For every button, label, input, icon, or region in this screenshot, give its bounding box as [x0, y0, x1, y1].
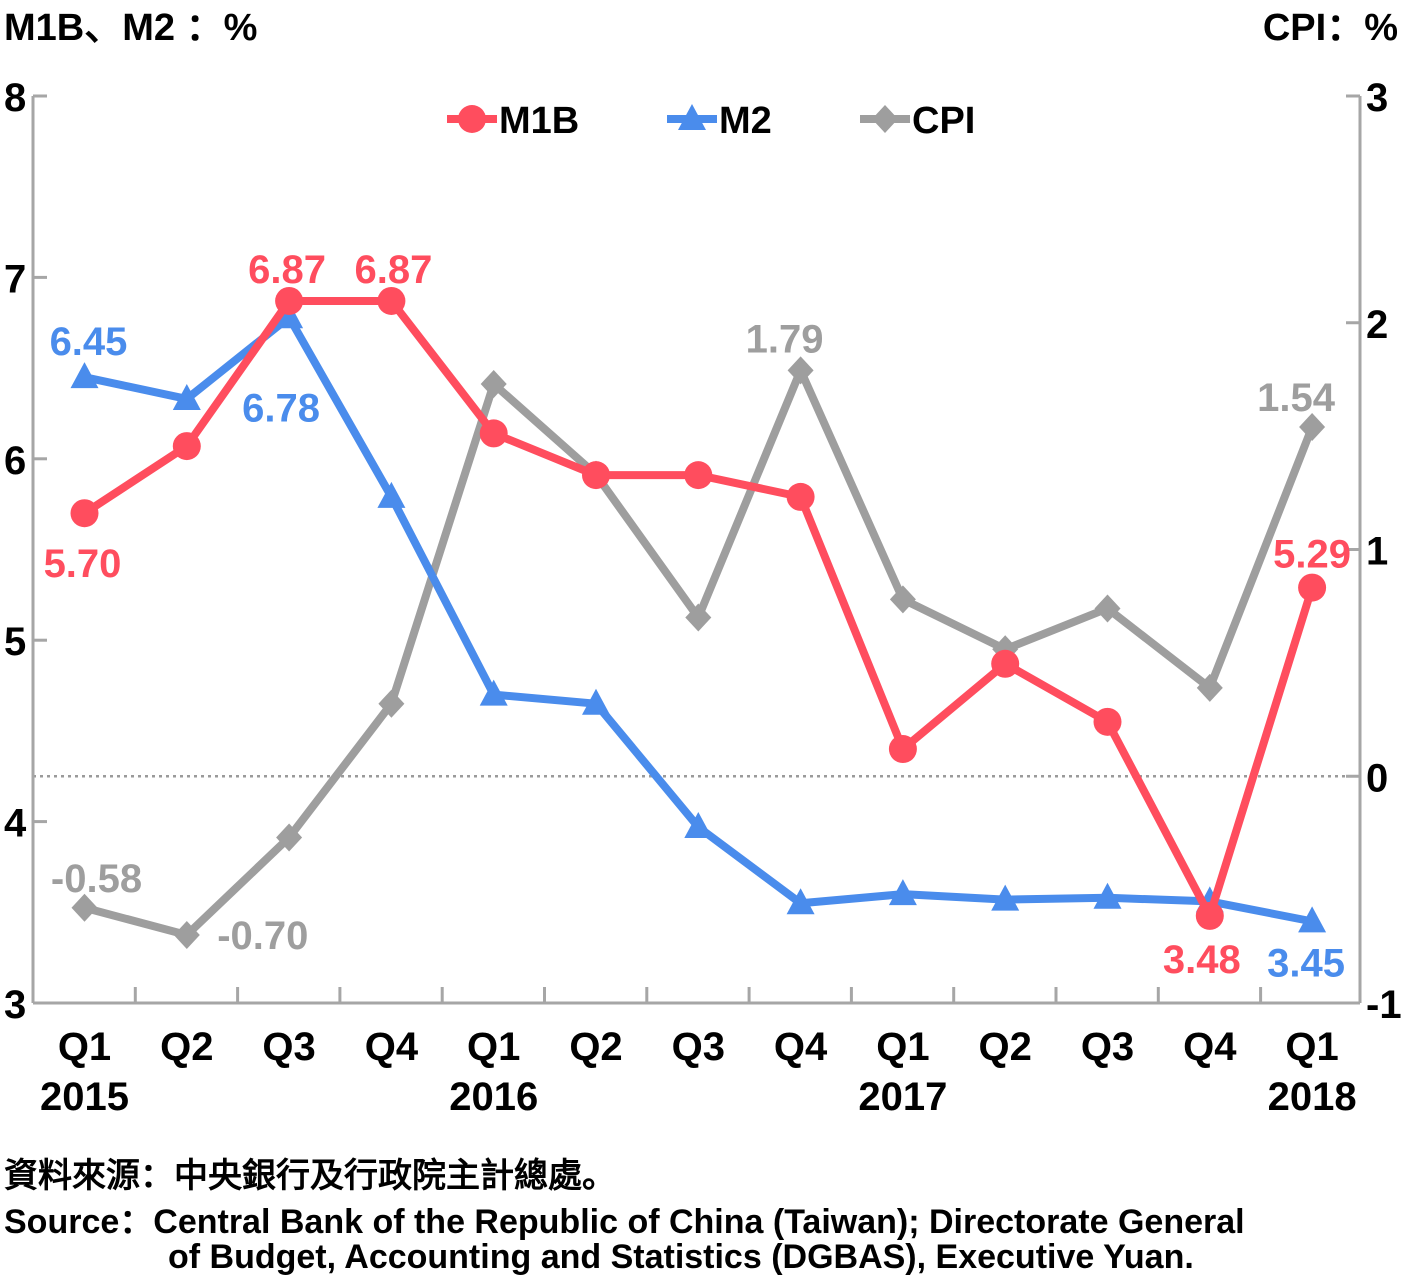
x-tick-label: Q3: [672, 1025, 725, 1069]
legend-label-m1b: M1B: [499, 100, 579, 142]
data-point-m1b: [70, 499, 99, 528]
data-point-cpi: [378, 689, 405, 718]
x-tick-label: Q2: [979, 1025, 1032, 1069]
legend-marker-cpi: [872, 105, 898, 133]
data-point-m2: [684, 812, 713, 839]
x-tick-label: Q2: [569, 1025, 622, 1069]
x-tick-label: Q4: [774, 1025, 828, 1069]
x-tick-label: Q3: [262, 1025, 315, 1069]
right-tick-label: 1: [1366, 530, 1388, 574]
right-tick-label: 3: [1366, 76, 1388, 120]
series-layer: [70, 286, 1327, 949]
x-tick-label: Q3: [1081, 1025, 1134, 1069]
left-tick-label: 7: [4, 257, 26, 301]
x-tick-label: Q2: [160, 1025, 213, 1069]
legend-label-m2: M2: [719, 100, 772, 142]
data-point-m1b: [172, 432, 201, 461]
data-point-cpi: [1094, 594, 1121, 623]
data-point-cpi: [71, 893, 98, 922]
data-point-cpi: [276, 823, 303, 852]
data-point-m1b: [1298, 573, 1327, 602]
data-point-cpi: [685, 603, 712, 632]
right-axis-title: CPI：%: [1263, 7, 1398, 49]
data-point-m1b: [786, 482, 815, 511]
data-label-cpi: -0.70: [217, 914, 308, 958]
data-point-m2: [70, 362, 99, 389]
data-point-cpi: [1299, 413, 1326, 442]
left-axis-title: M1B、M2 ：%: [4, 7, 257, 49]
data-point-cpi: [173, 920, 200, 949]
x-tick-label: Q4: [365, 1025, 419, 1069]
legend-label-cpi: CPI: [912, 100, 975, 142]
x-tick-label: Q1: [58, 1025, 111, 1069]
data-point-m1b: [991, 649, 1020, 678]
data-point-m1b: [275, 286, 304, 315]
data-point-cpi: [1196, 673, 1223, 702]
year-label: 2017: [858, 1075, 947, 1119]
left-tick-label: 6: [4, 439, 26, 483]
data-point-m1b: [1195, 901, 1224, 930]
right-tick-label: 2: [1366, 303, 1388, 347]
year-label: 2016: [449, 1075, 538, 1119]
data-label-cpi: 1.79: [746, 317, 824, 361]
source-en-line1: Source：Central Bank of the Republic of C…: [4, 1203, 1245, 1241]
left-tick-label: 4: [4, 802, 27, 846]
data-point-m1b: [377, 286, 406, 315]
series-line-cpi: [83, 366, 1316, 939]
data-point-m2: [582, 688, 610, 715]
data-point-m1b: [479, 419, 508, 448]
data-point-m1b: [684, 461, 713, 490]
data-label-m2: 6.45: [50, 320, 128, 364]
data-label-m1b: 6.87: [354, 248, 432, 292]
data-point-m2: [1298, 906, 1327, 933]
left-tick-label: 3: [4, 983, 26, 1027]
data-point-m1b: [1093, 707, 1122, 736]
data-point-m2: [888, 879, 917, 906]
data-label-m1b: 5.29: [1273, 533, 1351, 577]
left-tick-label: 8: [4, 76, 26, 120]
source-zh: 資料來源：中央銀行及行政院主計總處。: [4, 1157, 616, 1195]
right-tick-label: 0: [1366, 756, 1388, 800]
data-label-m1b: 3.48: [1163, 938, 1241, 982]
data-point-m2: [479, 679, 508, 706]
x-tick-label: Q1: [876, 1025, 929, 1069]
data-label-m1b: 6.87: [248, 248, 326, 292]
legend-marker-m1b: [458, 105, 486, 133]
data-point-m2: [275, 302, 304, 329]
x-tick-label: Q4: [1183, 1025, 1237, 1069]
data-point-cpi: [889, 585, 916, 614]
data-point-m2: [786, 888, 815, 915]
left-tick-label: 5: [4, 620, 26, 664]
data-point-m2: [1093, 882, 1122, 909]
data-label-m2: 6.78: [242, 386, 320, 430]
data-point-m2: [377, 481, 406, 508]
data-label-cpi: -0.58: [51, 857, 142, 901]
data-label-m1b: 5.70: [44, 542, 122, 586]
line-chart: M1B、M2 ：% CPI：% 3 4 5 6 7 8 -1 0 1 2 3 Q1 Q2 Q3 Q4 Q1 Q2…: [4, 7, 1402, 1119]
year-label: 2015: [40, 1075, 129, 1119]
data-point-cpi: [480, 369, 507, 398]
legend: M1B M2 CPI: [447, 100, 975, 142]
legend-marker-m2: [678, 104, 706, 130]
x-tick-label: Q1: [467, 1025, 520, 1069]
x-tick-label: Q1: [1285, 1025, 1338, 1069]
data-labels: 5.70 6.87 6.87 3.48 5.29 6.45 6.78 3.45 -0.58 -0.…: [44, 248, 1351, 985]
source-en-line2: of Budget, Accounting and Statistics (DG…: [168, 1238, 1194, 1276]
right-tick-label: -1: [1366, 983, 1402, 1027]
year-label: 2018: [1268, 1075, 1357, 1119]
data-point-cpi: [787, 356, 814, 385]
data-point-m2: [991, 884, 1020, 911]
axes: 3 4 5 6 7 8 -1 0 1 2 3 Q1 Q2 Q3 Q4 Q1 Q2 Q3 Q4 Q1 Q2 Q3 Q4 Q1 20…: [4, 76, 1402, 1119]
data-point-m2: [172, 383, 201, 410]
data-label-cpi: 1.54: [1257, 376, 1336, 420]
data-point-m1b: [582, 461, 610, 490]
data-label-m2: 3.45: [1267, 941, 1345, 985]
data-point-m1b: [888, 735, 917, 764]
